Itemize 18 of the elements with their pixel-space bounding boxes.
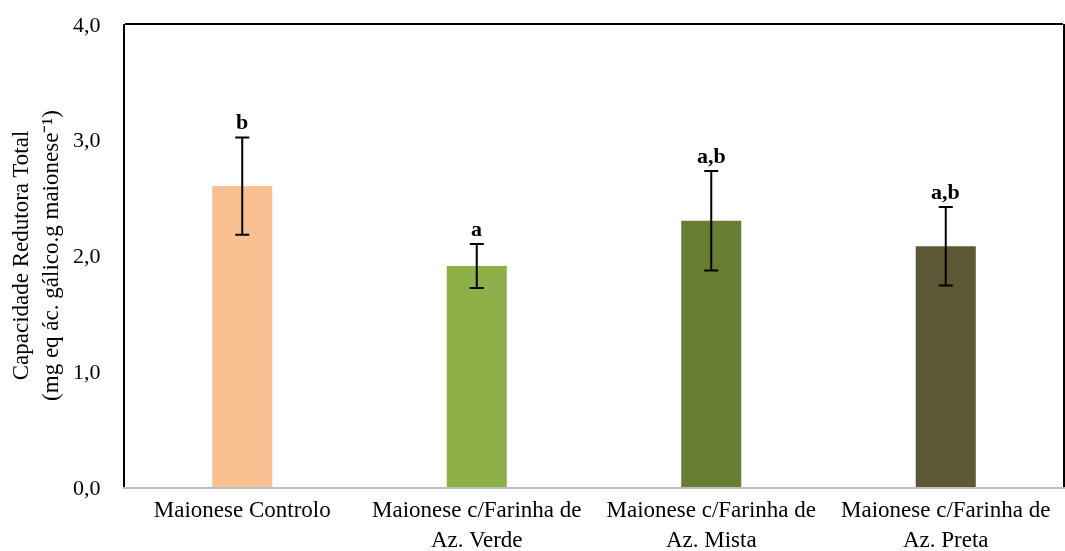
annotation: b <box>236 109 249 134</box>
annotation: a <box>471 216 482 241</box>
x-tick-label: Maionese c/Farinha de Az. Mista <box>606 496 816 551</box>
y-tick-label: 0,0 <box>73 474 101 500</box>
y-tick-label: 3,0 <box>73 127 101 153</box>
y-tick-label: 1,0 <box>73 358 101 384</box>
x-tick-label: Maionese Controlo <box>153 496 331 522</box>
bar <box>212 186 273 487</box>
annotation: a,b <box>931 179 960 204</box>
y-tick-label: 4,0 <box>73 11 101 37</box>
y-tick-label: 2,0 <box>73 243 101 269</box>
y-axis-title: Capacidade Redutora Total (mg eq ác. gálico.g maionese⁻¹) <box>8 110 64 401</box>
x-tick-label: Maionese c/Farinha de Az. Preta <box>841 496 1051 551</box>
bar <box>681 220 742 487</box>
bar <box>446 265 507 487</box>
bar <box>915 246 976 487</box>
x-tick-label: Maionese c/Farinha de Az. Verde <box>372 496 582 551</box>
annotation: a,b <box>697 143 726 168</box>
